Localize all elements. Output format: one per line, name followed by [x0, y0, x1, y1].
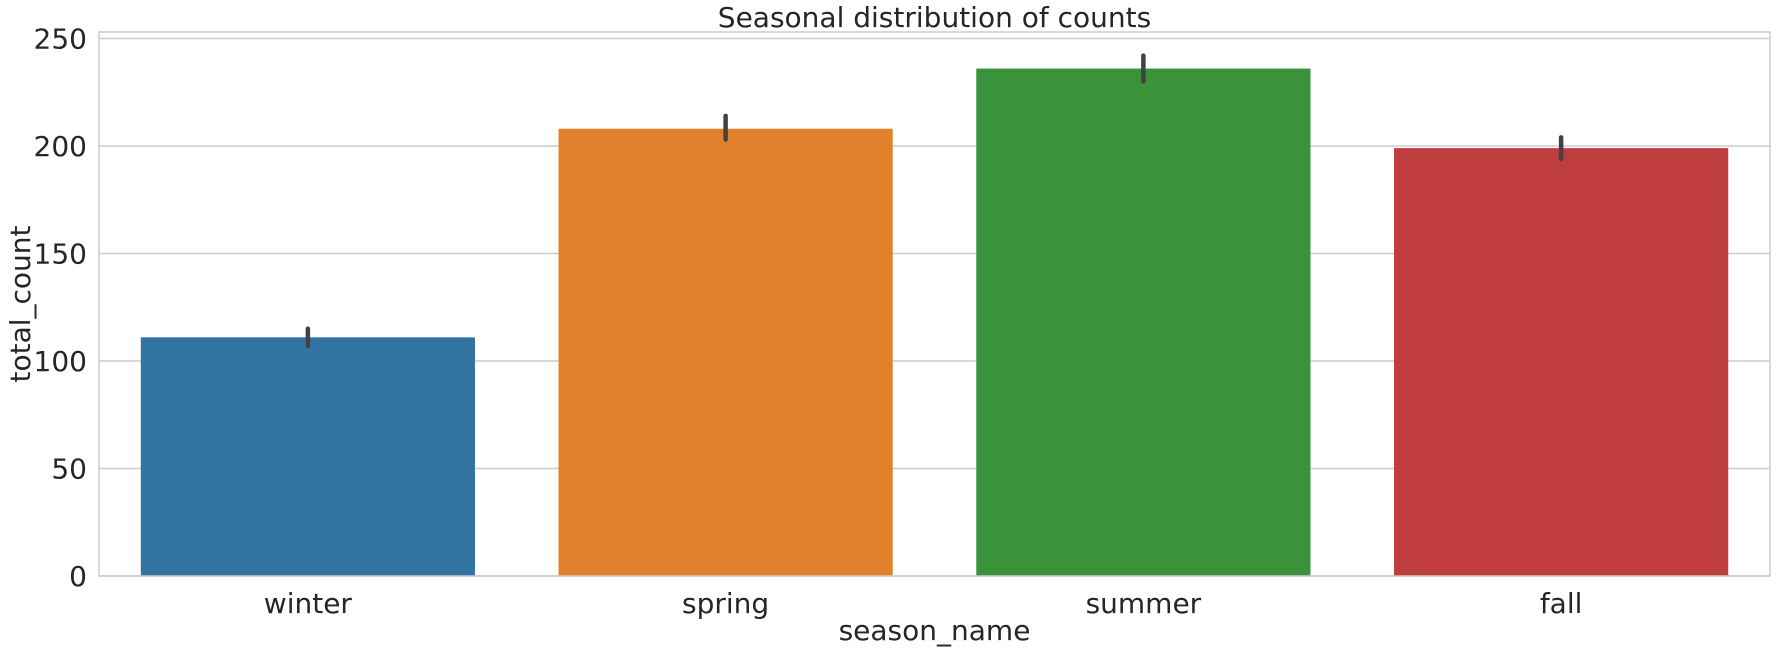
x-tick-label-summer: summer — [1086, 587, 1202, 620]
chart-title: Seasonal distribution of counts — [718, 1, 1151, 34]
x-tick-label-spring: spring — [682, 587, 769, 620]
y-tick-labels: 0 50 100 150 200 250 — [34, 22, 87, 593]
x-tick-label-winter: winter — [264, 587, 353, 620]
bar-winter — [140, 337, 475, 576]
error-bars — [305, 53, 1564, 349]
bar-fall — [1394, 148, 1729, 577]
bar-spring — [558, 128, 893, 576]
y-axis-label: total_count — [4, 225, 37, 382]
y-tick-label: 250 — [34, 22, 87, 55]
plot-frame — [98, 31, 1771, 577]
x-axis-label: season_name — [839, 614, 1031, 647]
bar-summer — [976, 68, 1311, 577]
y-tick-label: 0 — [69, 560, 87, 593]
bars — [140, 68, 1729, 577]
y-tick-label: 200 — [34, 130, 87, 163]
x-tick-labels: winter spring summer fall — [264, 587, 1583, 620]
y-tick-label: 50 — [51, 452, 87, 485]
x-tick-label-fall: fall — [1540, 587, 1583, 620]
y-tick-label: 100 — [34, 345, 87, 378]
y-tick-label: 150 — [34, 237, 87, 270]
